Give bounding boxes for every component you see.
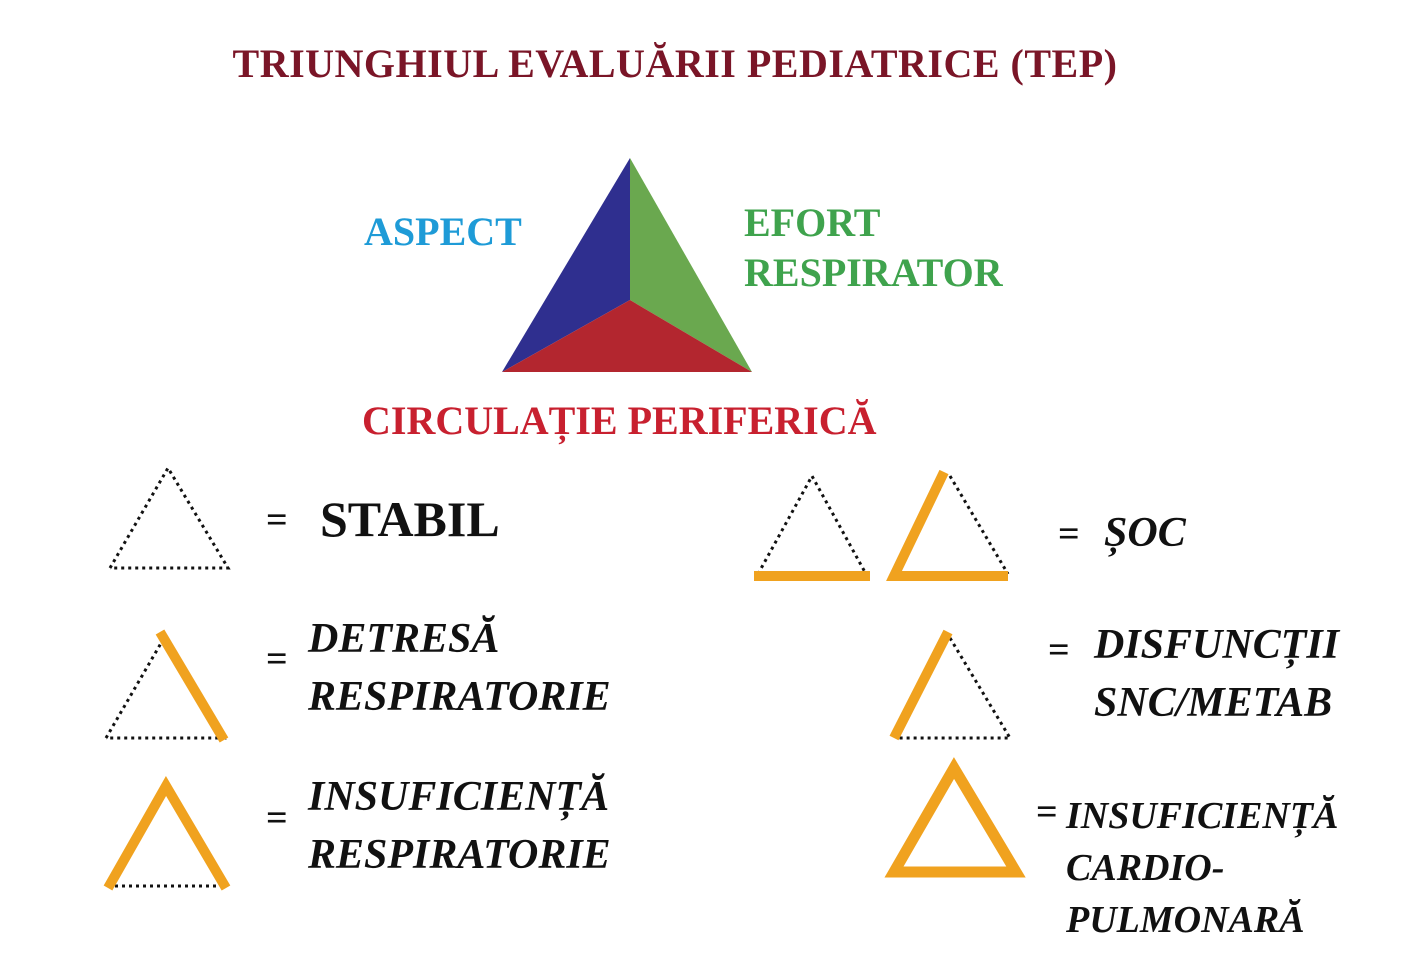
insuf-cp-equals: =	[1036, 791, 1058, 833]
soc-equals: =	[1058, 513, 1080, 555]
stabil-triangle-icon	[108, 465, 231, 570]
soc-label: ȘOC	[1104, 510, 1186, 556]
stabil-equals: =	[266, 499, 288, 541]
disfunctii-triangle-icon	[889, 629, 1013, 741]
insuf-resp-label-line2: RESPIRATORIE	[308, 832, 611, 878]
insuf-cp-triangle-icon	[884, 757, 1026, 878]
detresa-equals: =	[266, 638, 288, 680]
disfunctii-label-line1: DISFUNCȚII	[1094, 622, 1340, 668]
circulatie-label: CIRCULAȚIE PERIFERICĂ	[362, 398, 877, 443]
circulatie-face	[502, 300, 752, 372]
efort-label-line1: EFORT	[744, 200, 881, 245]
insuf-resp-equals: =	[266, 797, 288, 839]
detresa-triangle-icon	[104, 629, 229, 743]
insuf-resp-label-line1: INSUFICIENȚĂ	[308, 774, 610, 820]
insuf-cp-label-line2: CARDIO-	[1066, 847, 1225, 889]
disfunctii-equals: =	[1048, 629, 1070, 671]
insuf-cp-label-line3: PULMONARĂ	[1066, 899, 1305, 941]
diagram-title: TRIUNGHIUL EVALUĂRII PEDIATRICE (TEP)	[232, 41, 1118, 86]
detresa-label-line1: DETRESĂ	[308, 616, 500, 662]
aspect-face	[502, 158, 630, 372]
insuf-cp-label-line1: INSUFICIENȚĂ	[1066, 795, 1339, 837]
insuf-resp-triangle-icon	[103, 776, 231, 891]
stabil-label: STABIL	[320, 491, 500, 547]
detresa-label-line2: RESPIRATORIE	[308, 674, 611, 720]
efort-label-line2: RESPIRATOR	[744, 250, 1003, 295]
soc-triangle-icon-2	[886, 469, 1010, 581]
disfunctii-label-line2: SNC/METAB	[1094, 680, 1333, 726]
aspect-label: ASPECT	[364, 209, 522, 254]
soc-triangle-icon-1	[754, 472, 870, 581]
efort-face	[630, 158, 752, 372]
